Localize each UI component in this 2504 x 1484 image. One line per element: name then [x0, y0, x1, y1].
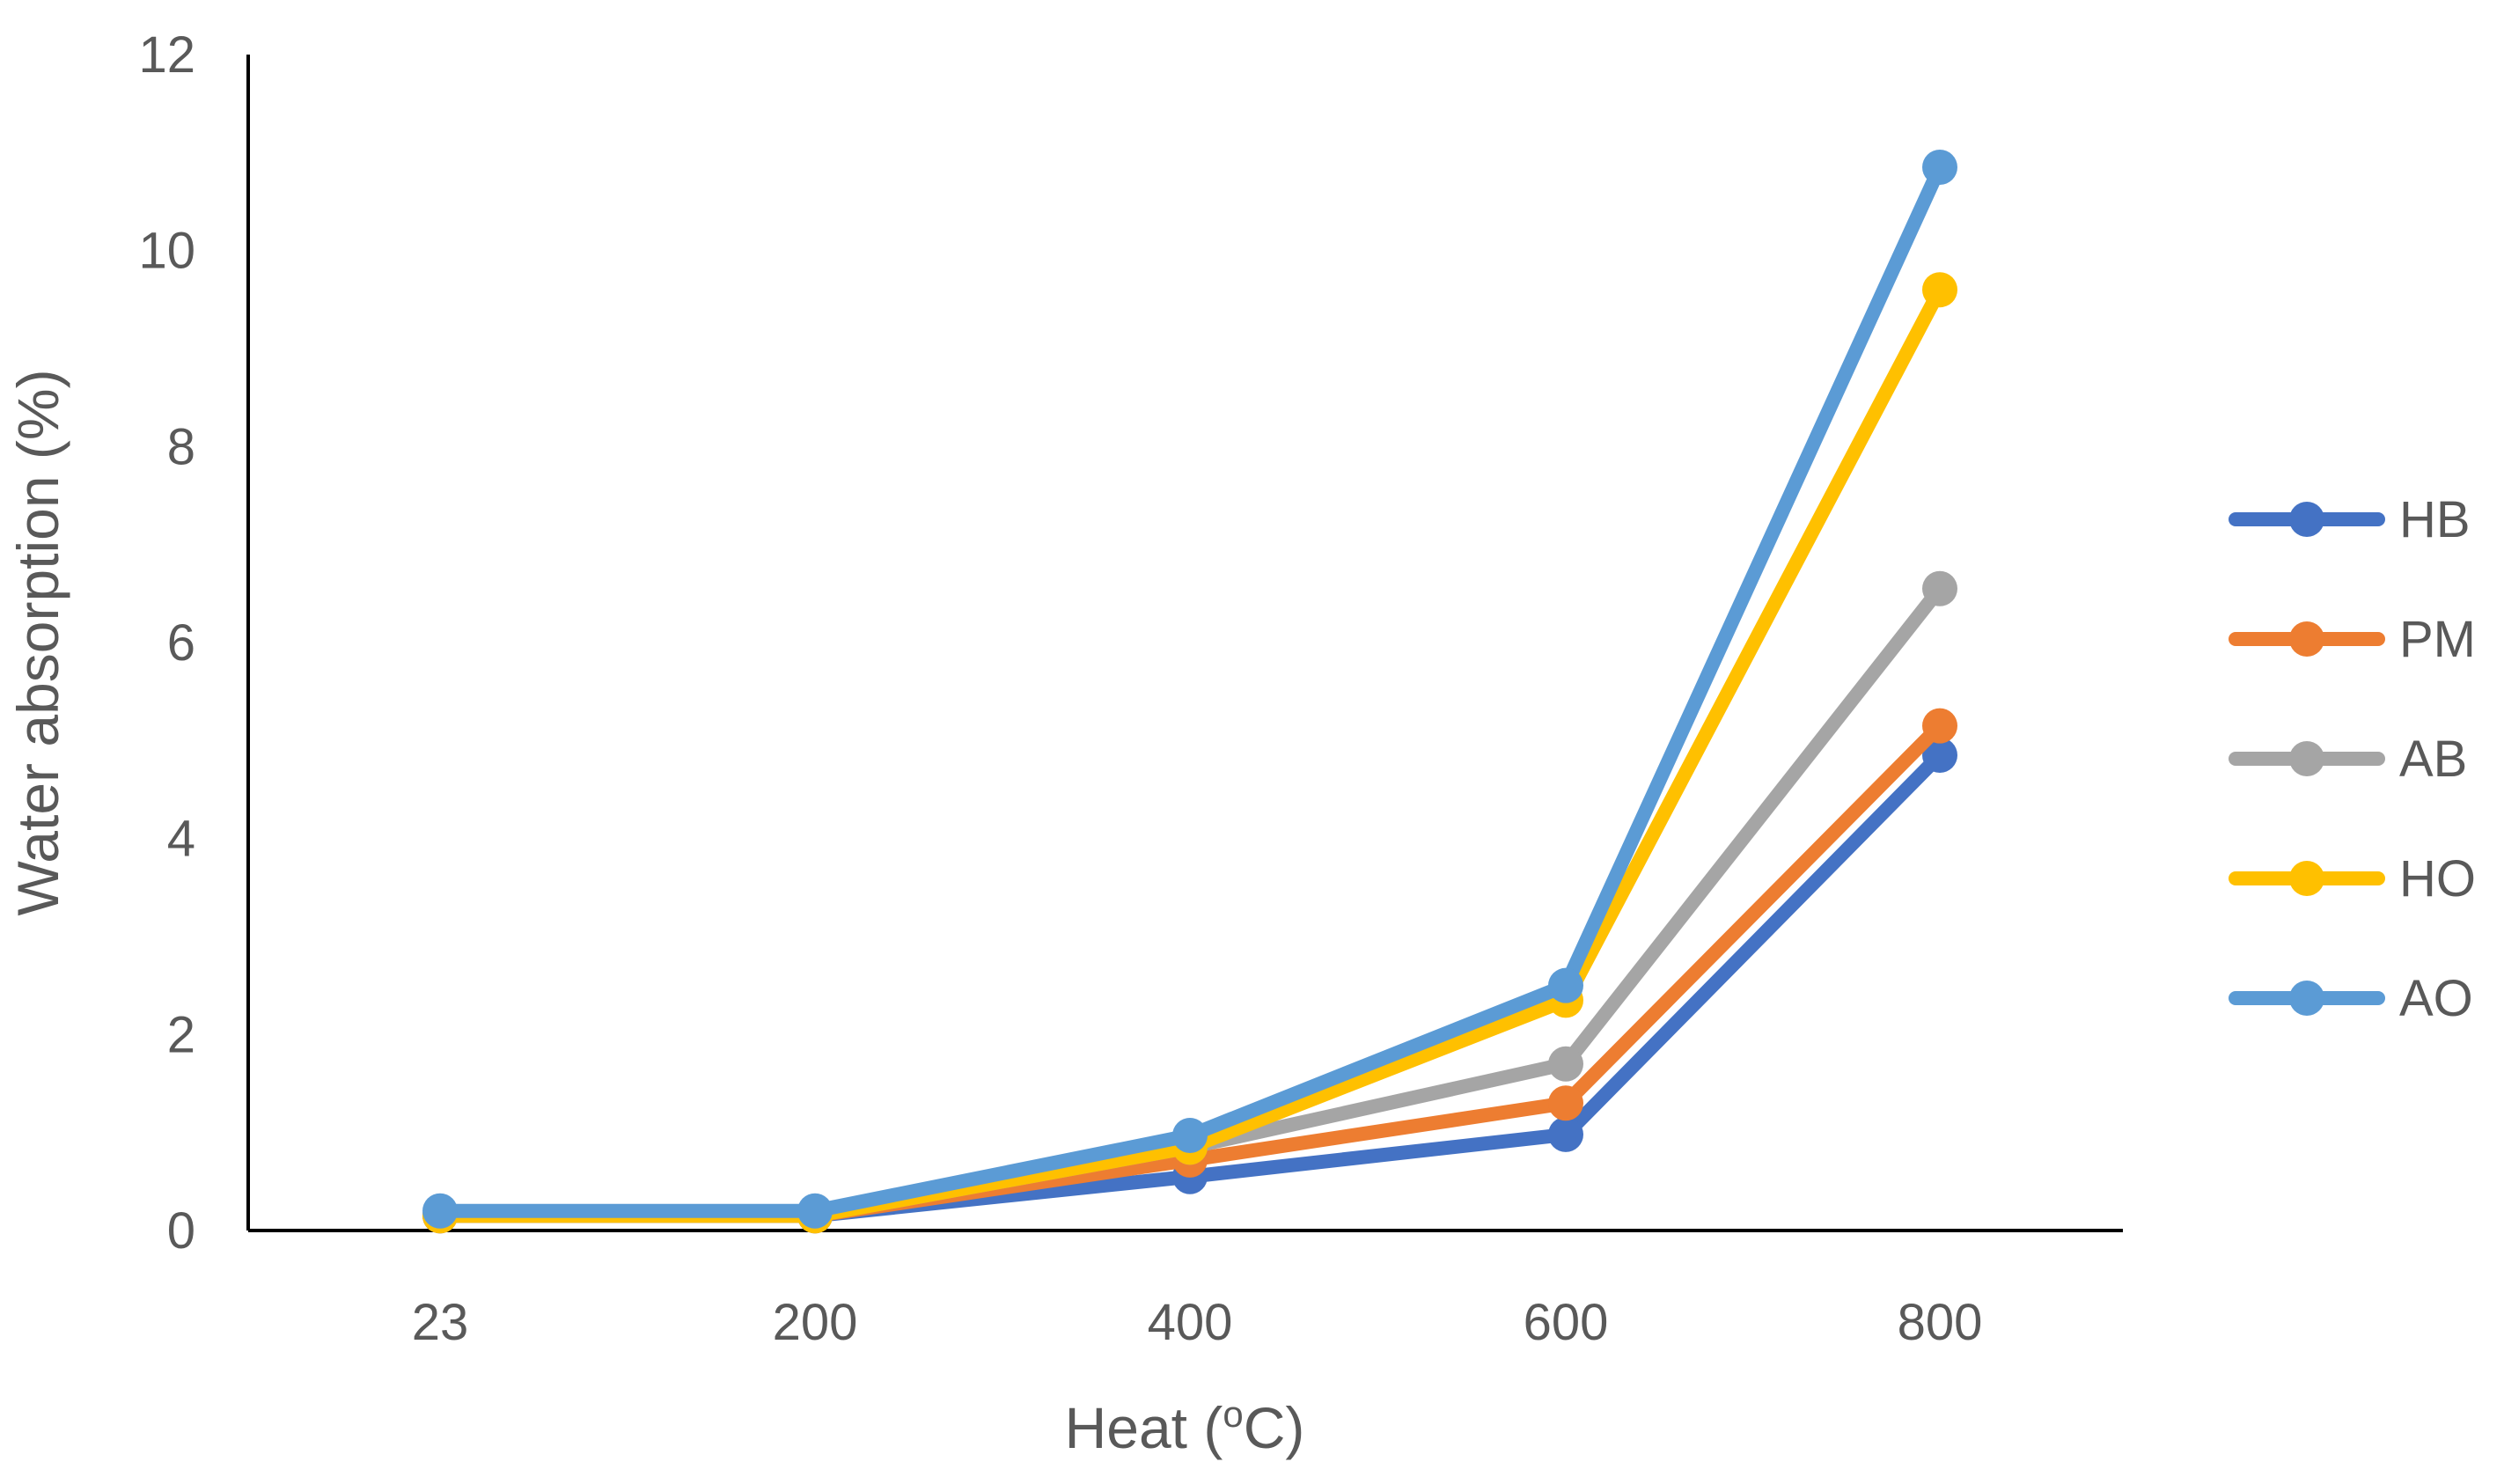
x-tick-label: 23 — [412, 1294, 469, 1351]
data-point-ao — [1922, 150, 1957, 186]
data-point-ao — [1172, 1118, 1208, 1154]
legend-swatch-marker — [2289, 502, 2324, 537]
data-point-ao — [797, 1193, 833, 1229]
series-line-ao — [433, 160, 1947, 1218]
x-axis-title-unit-open: ( — [1203, 1395, 1223, 1460]
x-axis-title-text: Heat — [1065, 1395, 1187, 1460]
x-tick-label: 200 — [773, 1294, 858, 1351]
series-line-ho — [433, 283, 1947, 1223]
x-axis-title-unit-sup: o — [1223, 1393, 1243, 1435]
data-point-ho — [1922, 272, 1957, 308]
x-tick-labels: 23 200 400 600 800 — [412, 1294, 1983, 1351]
y-tick-label: 6 — [167, 614, 195, 672]
x-tick-label: 400 — [1148, 1294, 1233, 1351]
data-point-pm — [1548, 1085, 1583, 1121]
data-point-ab — [1922, 570, 1957, 606]
data-point-hb — [1548, 1116, 1583, 1152]
legend-swatch-marker — [2289, 861, 2324, 896]
y-tick-label: 4 — [167, 811, 195, 868]
legend-item-pm: PM — [2229, 611, 2476, 668]
x-axis-title: Heat (oC) — [1065, 1393, 1305, 1460]
y-axis-title: Water absorption (%) — [5, 369, 70, 915]
data-point-ao — [1548, 967, 1583, 1003]
data-point-pm — [1922, 708, 1957, 744]
series-ao — [422, 150, 1957, 1229]
legend-label: HB — [2399, 491, 2471, 548]
y-tick-label: 2 — [167, 1006, 195, 1063]
data-point-ab — [1548, 1046, 1583, 1082]
legend-label: HO — [2399, 850, 2476, 907]
legend-item-ho: HO — [2229, 850, 2476, 907]
legend-label: PM — [2399, 611, 2476, 668]
data-point-hb — [1922, 738, 1957, 774]
legend-item-ao: AO — [2229, 970, 2473, 1027]
legend-label: AO — [2399, 970, 2473, 1027]
legend: HB PM AB HO AO — [2229, 491, 2476, 1027]
legend-item-hb: HB — [2229, 491, 2471, 548]
legend-item-ab: AB — [2229, 731, 2467, 788]
data-point-ao — [422, 1193, 458, 1229]
legend-swatch-marker — [2289, 981, 2324, 1016]
legend-swatch-marker — [2289, 741, 2324, 776]
y-tick-label: 10 — [138, 223, 195, 280]
y-tick-label: 8 — [167, 418, 195, 475]
x-tick-label: 600 — [1524, 1294, 1609, 1351]
x-axis-title-unit-close: C) — [1244, 1395, 1305, 1460]
y-tick-labels: 0 2 4 6 8 10 12 — [138, 26, 195, 1260]
series-group — [422, 150, 1957, 1234]
y-tick-label: 0 — [167, 1202, 195, 1260]
y-tick-label: 12 — [138, 26, 195, 84]
series-ho — [422, 272, 1957, 1234]
x-tick-label: 800 — [1898, 1294, 1983, 1351]
legend-swatch-marker — [2289, 621, 2324, 657]
legend-label: AB — [2399, 731, 2467, 788]
